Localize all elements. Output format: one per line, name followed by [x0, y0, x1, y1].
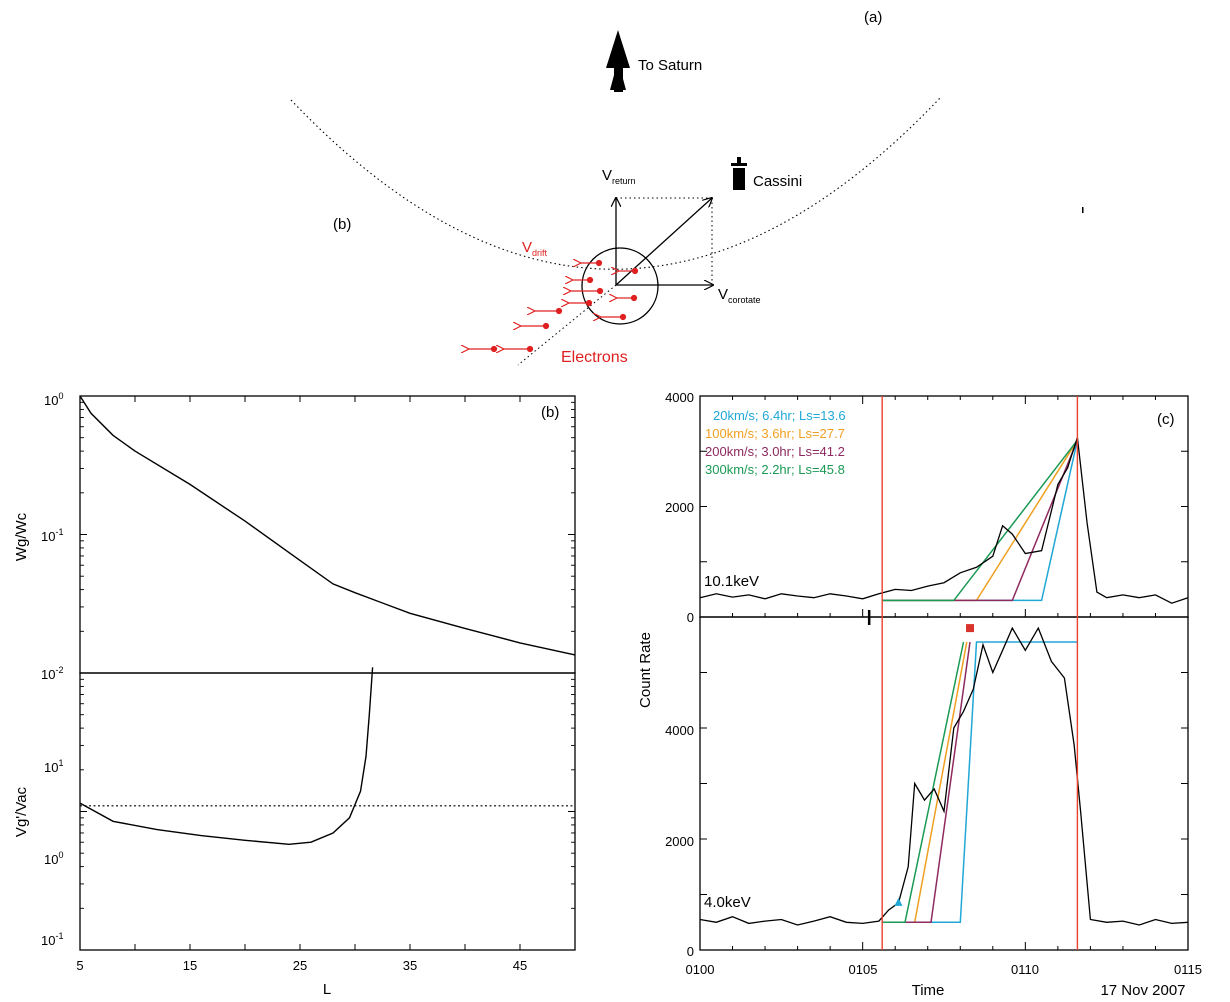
b-xtick-45: 45: [513, 958, 527, 973]
b-xtick-15: 15: [183, 958, 197, 973]
v-total-arrow: [615, 198, 712, 286]
b-bot-ytick-1e-1: 10-1: [41, 931, 63, 948]
b-top-ytick-1e-1: 10-1: [41, 527, 63, 544]
panel-b-top-frame: [79, 395, 576, 674]
panel-b-ticks: [79, 395, 576, 951]
panel-c-bottom-frame: [699, 616, 1189, 951]
c-top-model-100kms-line: [882, 439, 1079, 602]
b-top-ytick-1e-2: 10-2: [41, 665, 63, 682]
cassini-spacecraft-icon: [731, 157, 747, 190]
c-xtick-0100: 0100: [686, 962, 715, 977]
electrons-label: Electrons: [561, 349, 628, 366]
to-saturn-arrow-head-icon: [606, 30, 630, 68]
b-top-curve: [79, 395, 576, 656]
b-xtick-5: 5: [76, 958, 83, 973]
b-top-ylabel: Wg/Wc: [13, 512, 30, 561]
panel-c: (c) 4000 2000 0 4000 2000 0 0100 0105 01…: [637, 390, 1202, 999]
c-top-ytick-4000: 4000: [665, 390, 694, 405]
c-top-data-line: [699, 437, 1189, 604]
legend-20kms: 20km/s; 6.4hr; Ls=13.6: [713, 408, 846, 423]
red-square-marker: [966, 624, 975, 633]
to-saturn-arrow-shaft: [614, 66, 623, 92]
panel-a-schematic: (a) To Saturn (b) Vreturn Vcorotate Vdri…: [290, 9, 1084, 366]
to-saturn-label: To Saturn: [638, 57, 702, 74]
dotted-radial: [517, 284, 617, 366]
c-bottom-energy-label: 4.0keV: [704, 894, 751, 911]
small-tick-mark: [1082, 207, 1084, 213]
c-bottom-model-20kms-line: [882, 641, 1078, 924]
c-bottom-data-line: [699, 626, 1189, 926]
c-xlabel: Time: [912, 982, 945, 999]
b-xtick-35: 35: [403, 958, 417, 973]
c-top-model-20kms-line: [882, 440, 1079, 602]
c-xtick-0105: 0105: [849, 962, 878, 977]
c-bottom-model-300kms-line: [882, 641, 965, 924]
region-b-label: (b): [333, 216, 351, 233]
c-top-energy-label: 10.1keV: [704, 573, 759, 590]
v-corotate-label: Vcorotate: [718, 286, 761, 305]
b-bottom-ylabel: Vg'/Vac: [13, 786, 30, 837]
c-bot-ytick-4000: 4000: [665, 723, 694, 738]
panel-c-lines: [699, 396, 1189, 950]
b-bot-ytick-1e0: 100: [44, 850, 63, 867]
legend-100kms: 100km/s; 3.6hr; Ls=27.7: [705, 426, 845, 441]
b-top-ytick-1e0: 100: [44, 391, 63, 408]
b-bot-ytick-1e1: 101: [44, 758, 63, 775]
c-top-model-300kms-line: [882, 439, 1078, 602]
b-bottom-curve: [79, 667, 374, 846]
plasma-blob-circle: [581, 247, 659, 325]
b-xtick-25: 25: [293, 958, 307, 973]
legend-300kms: 300km/s; 2.2hr; Ls=45.8: [705, 462, 845, 477]
c-bot-ytick-2000: 2000: [665, 834, 694, 849]
c-top-ytick-2000: 2000: [665, 500, 694, 515]
c-bottom-model-200kms-line: [882, 641, 971, 924]
panel-c-label: (c): [1157, 411, 1175, 428]
c-xtick-0115: 0115: [1174, 962, 1202, 977]
cyan-triangle-marker: [894, 897, 903, 906]
panel-b-bottom-frame: [79, 672, 576, 951]
v-drift-label: Vdrift: [522, 239, 548, 258]
c-xtick-0110: 0110: [1011, 962, 1039, 977]
panel-c-ticks: [699, 395, 1189, 951]
legend-200kms: 200km/s; 3.0hr; Ls=41.2: [705, 444, 845, 459]
electron-drift-arrows: [468, 261, 639, 352]
b-xlabel: L: [323, 981, 331, 998]
c-bot-ytick-0: 0: [687, 944, 694, 959]
panel-b: (b) 100 10-1 10-2 101 100 10-1 5 15 25 3…: [13, 391, 576, 998]
c-top-ytick-0: 0: [687, 610, 694, 625]
c-top-model-200kms-line: [882, 439, 1079, 602]
c-ylabel: Count Rate: [637, 632, 654, 708]
c-date-label: 17 Nov 2007: [1100, 982, 1185, 999]
v-return-label: Vreturn: [602, 167, 636, 186]
panel-a-label: (a): [864, 9, 882, 26]
cassini-label: Cassini: [753, 173, 802, 190]
panel-b-label: (b): [541, 404, 559, 421]
